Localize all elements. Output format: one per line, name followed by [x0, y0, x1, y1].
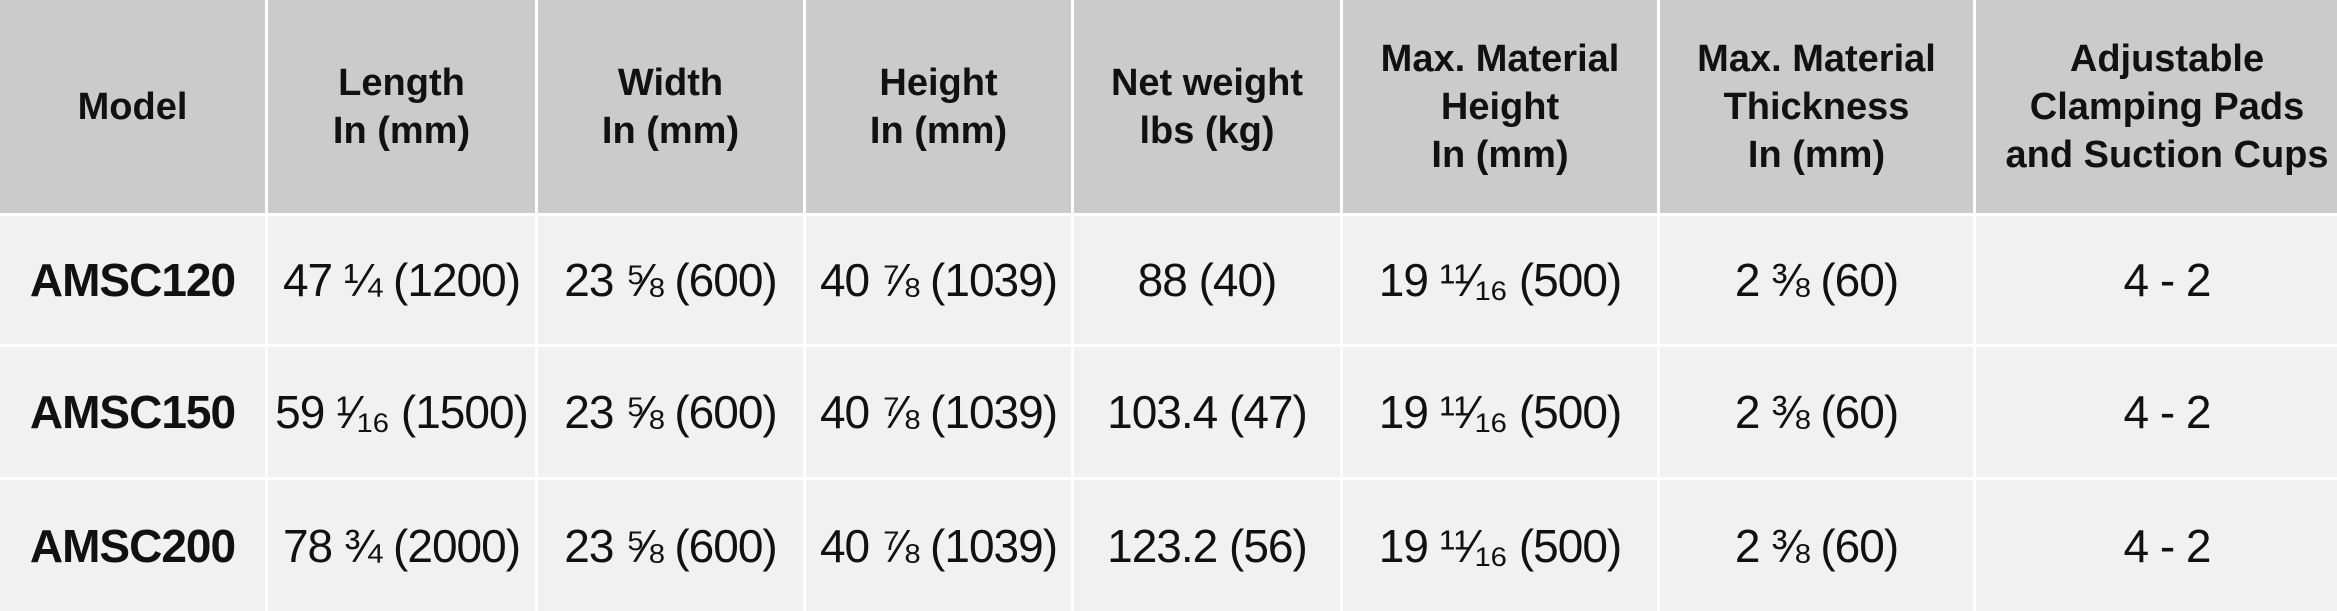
data-cell: 23 ⅝ (600)	[538, 216, 803, 344]
header-cell: Height In (mm)	[806, 0, 1071, 213]
data-cell: 19 ¹¹⁄₁₆ (500)	[1343, 347, 1657, 477]
data-cell: 2 ⅜ (60)	[1660, 216, 1973, 344]
model-cell: AMSC150	[0, 347, 265, 477]
header-cell: Length In (mm)	[268, 0, 535, 213]
data-cell: 4 - 2	[1976, 480, 2337, 611]
data-cell: 2 ⅜ (60)	[1660, 347, 1973, 477]
data-cell: 23 ⅝ (600)	[538, 347, 803, 477]
data-cell: 23 ⅝ (600)	[538, 480, 803, 611]
data-cell: 78 ¾ (2000)	[268, 480, 535, 611]
data-cell: 2 ⅜ (60)	[1660, 480, 1973, 611]
model-cell: AMSC200	[0, 480, 265, 611]
header-cell: Max. Material Height In (mm)	[1343, 0, 1657, 213]
header-cell: Max. Material Thickness In (mm)	[1660, 0, 1973, 213]
data-cell: 40 ⅞ (1039)	[806, 480, 1071, 611]
data-cell: 103.4 (47)	[1074, 347, 1340, 477]
data-cell: 19 ¹¹⁄₁₆ (500)	[1343, 480, 1657, 611]
data-cell: 123.2 (56)	[1074, 480, 1340, 611]
header-cell: Width In (mm)	[538, 0, 803, 213]
data-cell: 40 ⅞ (1039)	[806, 216, 1071, 344]
header-cell: Model	[0, 0, 265, 213]
header-cell: Net weight lbs (kg)	[1074, 0, 1340, 213]
data-cell: 4 - 2	[1976, 347, 2337, 477]
data-cell: 88 (40)	[1074, 216, 1340, 344]
data-cell: 4 - 2	[1976, 216, 2337, 344]
header-cell: Adjustable Clamping Pads and Suction Cup…	[1976, 0, 2337, 213]
data-cell: 59 ¹⁄₁₆ (1500)	[268, 347, 535, 477]
data-cell: 19 ¹¹⁄₁₆ (500)	[1343, 216, 1657, 344]
data-cell: 40 ⅞ (1039)	[806, 347, 1071, 477]
model-cell: AMSC120	[0, 216, 265, 344]
data-cell: 47 ¼ (1200)	[268, 216, 535, 344]
